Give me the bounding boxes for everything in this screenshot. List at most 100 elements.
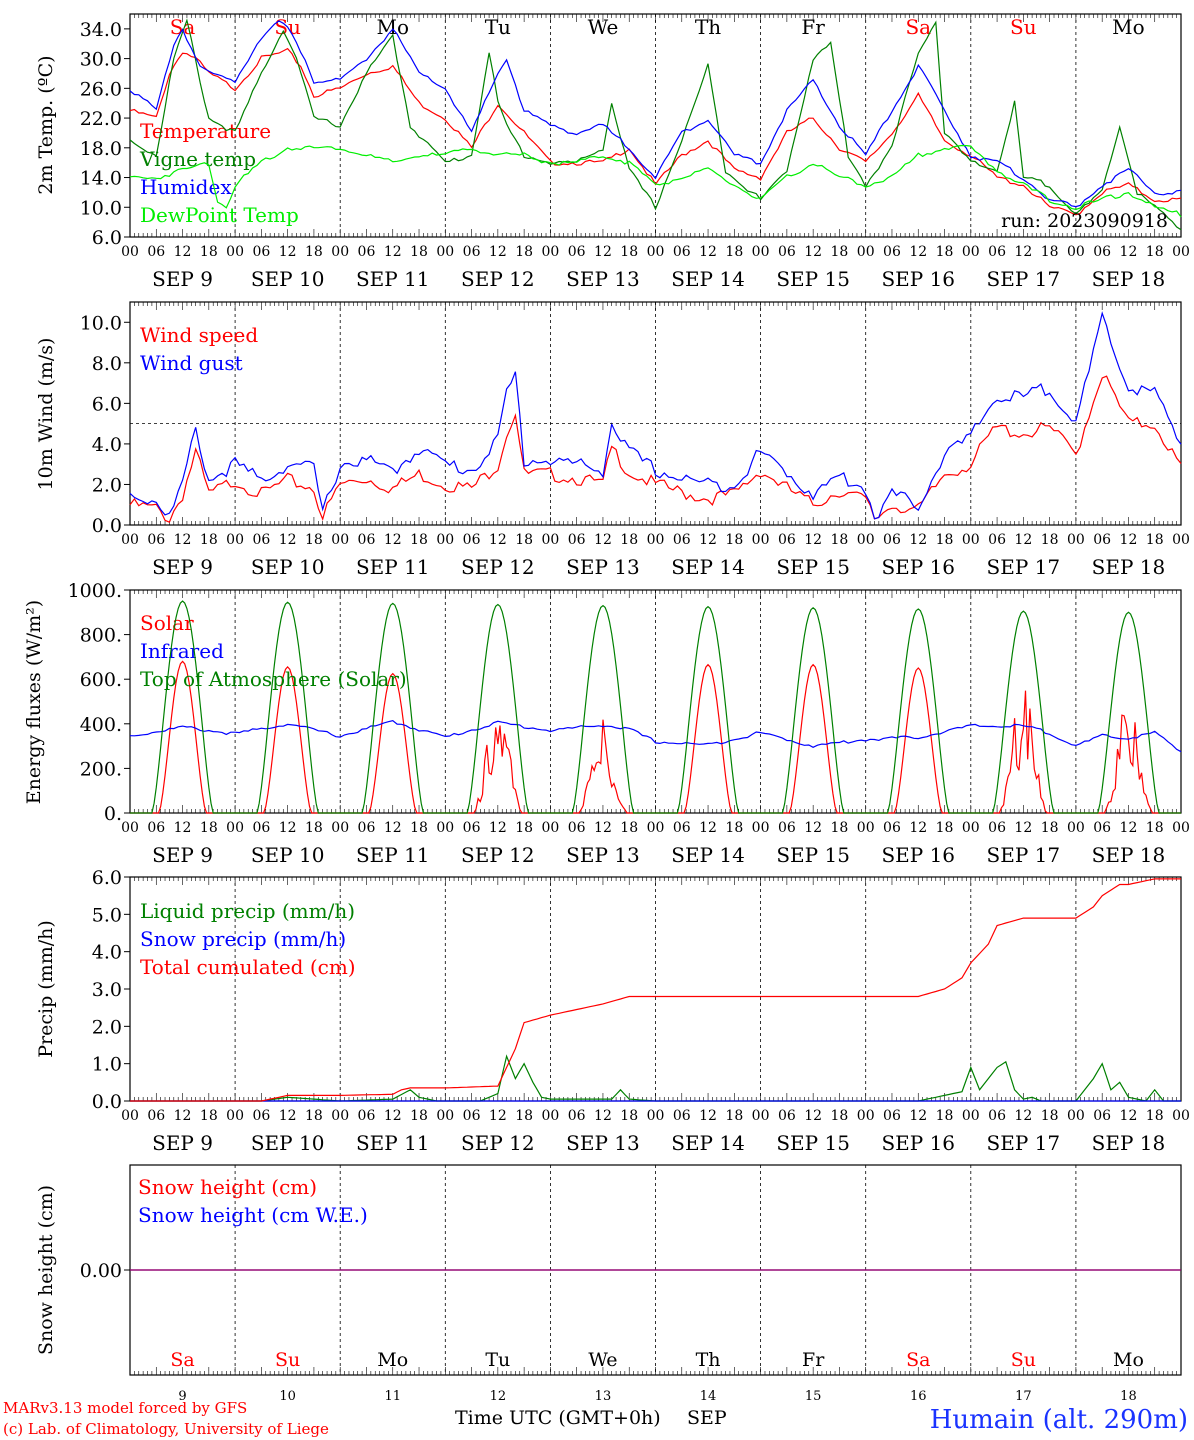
hour-tick-label: 12 — [909, 532, 927, 548]
date-label: SEP 11 — [356, 843, 430, 867]
hour-tick-label: 00 — [752, 1108, 770, 1124]
hour-tick-label: 06 — [988, 532, 1006, 548]
legend-entry: Humidex — [140, 175, 232, 199]
date-label: SEP 16 — [881, 267, 955, 291]
series-line-3 — [130, 878, 1181, 1102]
hour-tick-label: 00 — [436, 1108, 454, 1124]
date-label: SEP 16 — [881, 1131, 955, 1155]
hour-tick-label: 06 — [883, 1108, 901, 1124]
hour-tick-label: 00 — [647, 820, 665, 836]
hour-tick-label: 06 — [1093, 820, 1111, 836]
hour-tick-label: 12 — [594, 1108, 612, 1124]
hour-tick-label: 12 — [279, 244, 297, 260]
hour-tick-label: 06 — [568, 1108, 586, 1124]
hour-tick-label: 00 — [436, 244, 454, 260]
y-tick-label: 5.0 — [92, 904, 122, 926]
y-tick-label: 14.0 — [80, 168, 122, 190]
y-tick-label: 0. — [104, 803, 122, 825]
hour-tick-label: 06 — [883, 244, 901, 260]
date-label: SEP 12 — [461, 267, 535, 291]
hour-tick-label: 12 — [594, 532, 612, 548]
hour-tick-label: 06 — [463, 820, 481, 836]
hour-tick-label: 00 — [647, 244, 665, 260]
hour-tick-label: 12 — [1014, 820, 1032, 836]
hour-tick-label: 00 — [331, 532, 349, 548]
hour-tick-label: 00 — [436, 820, 454, 836]
legend-entry: Snow precip (mm/h) — [140, 927, 346, 951]
hour-tick-label: 00 — [857, 820, 875, 836]
y-tick-label: 10.0 — [80, 312, 122, 334]
y-tick-label: 200. — [80, 758, 122, 780]
hour-tick-label: 06 — [1093, 532, 1111, 548]
hour-tick-label: 00 — [752, 820, 770, 836]
hour-tick-label: 12 — [594, 244, 612, 260]
run-label: run: 2023090918 — [1001, 210, 1168, 232]
date-label: SEP 17 — [987, 843, 1061, 867]
hour-tick-label: 18 — [1041, 820, 1059, 836]
hour-tick-label: 00 — [226, 532, 244, 548]
y-tick-label: 8.0 — [92, 353, 122, 375]
hour-tick-label: 06 — [568, 244, 586, 260]
date-label: SEP 16 — [881, 843, 955, 867]
hour-tick-label: 18 — [725, 820, 743, 836]
hour-tick-label: 12 — [1014, 532, 1032, 548]
hour-tick-label: 06 — [673, 1108, 691, 1124]
hour-tick-label: 00 — [331, 1108, 349, 1124]
hour-tick-label: 06 — [883, 532, 901, 548]
hour-tick-label: 12 — [279, 1108, 297, 1124]
hour-tick-label: 12 — [699, 532, 717, 548]
weekday-label: Mo — [377, 1349, 408, 1371]
hour-tick-label: 06 — [778, 820, 796, 836]
weekday-label: Sa — [905, 15, 931, 39]
date-label: SEP 15 — [776, 267, 850, 291]
hour-tick-label: 00 — [331, 244, 349, 260]
hour-tick-label: 06 — [1093, 1108, 1111, 1124]
hour-tick-label: 12 — [489, 820, 507, 836]
hour-tick-label: 18 — [200, 532, 218, 548]
hour-tick-label: 12 — [804, 820, 822, 836]
hour-tick-label: 18 — [515, 1108, 533, 1124]
y-axis-title: 2m Temp. (ºC) — [35, 55, 57, 194]
legend-entry: Infrared — [140, 639, 224, 663]
hour-tick-label: 18 — [515, 820, 533, 836]
day-number-label: 12 — [490, 1389, 507, 1404]
day-number-label: 9 — [178, 1389, 186, 1404]
date-label: SEP 11 — [356, 555, 430, 579]
y-axis-title: Snow height (cm) — [35, 1185, 57, 1355]
hour-tick-label: 18 — [831, 1108, 849, 1124]
hour-tick-label: 18 — [410, 820, 428, 836]
hour-tick-label: 00 — [1172, 820, 1190, 836]
hour-tick-label: 06 — [778, 244, 796, 260]
weekday-label: Sa — [170, 15, 196, 39]
date-label: SEP 9 — [152, 267, 213, 291]
y-tick-label: 4.0 — [92, 434, 122, 456]
date-label: SEP 15 — [776, 1131, 850, 1155]
plot-frame — [129, 589, 1182, 814]
hour-tick-label: 18 — [515, 244, 533, 260]
date-label: SEP 13 — [566, 843, 640, 867]
weekday-label: Th — [696, 1349, 721, 1371]
hour-tick-label: 06 — [147, 532, 165, 548]
hour-tick-label: 18 — [305, 244, 323, 260]
hour-tick-label: 12 — [1120, 244, 1138, 260]
hour-tick-label: 06 — [252, 532, 270, 548]
hour-tick-label: 12 — [699, 1108, 717, 1124]
hour-tick-label: 18 — [620, 820, 638, 836]
hour-tick-label: 06 — [988, 1108, 1006, 1124]
hour-tick-label: 00 — [752, 244, 770, 260]
hour-tick-label: 06 — [673, 532, 691, 548]
date-label: SEP 18 — [1092, 267, 1166, 291]
hour-tick-label: 12 — [1120, 820, 1138, 836]
hour-tick-label: 18 — [305, 820, 323, 836]
weekday-label: Fr — [801, 15, 825, 39]
hour-tick-label: 06 — [147, 820, 165, 836]
date-label: SEP 10 — [251, 267, 325, 291]
y-tick-label: 4.0 — [92, 942, 122, 964]
day-number-label: 14 — [700, 1389, 717, 1404]
date-label: SEP 13 — [566, 555, 640, 579]
date-label: SEP 9 — [152, 555, 213, 579]
hour-tick-label: 12 — [489, 1108, 507, 1124]
hour-tick-label: 00 — [1067, 1108, 1085, 1124]
weekday-label: Mo — [1113, 1349, 1144, 1371]
hour-tick-label: 00 — [1172, 244, 1190, 260]
